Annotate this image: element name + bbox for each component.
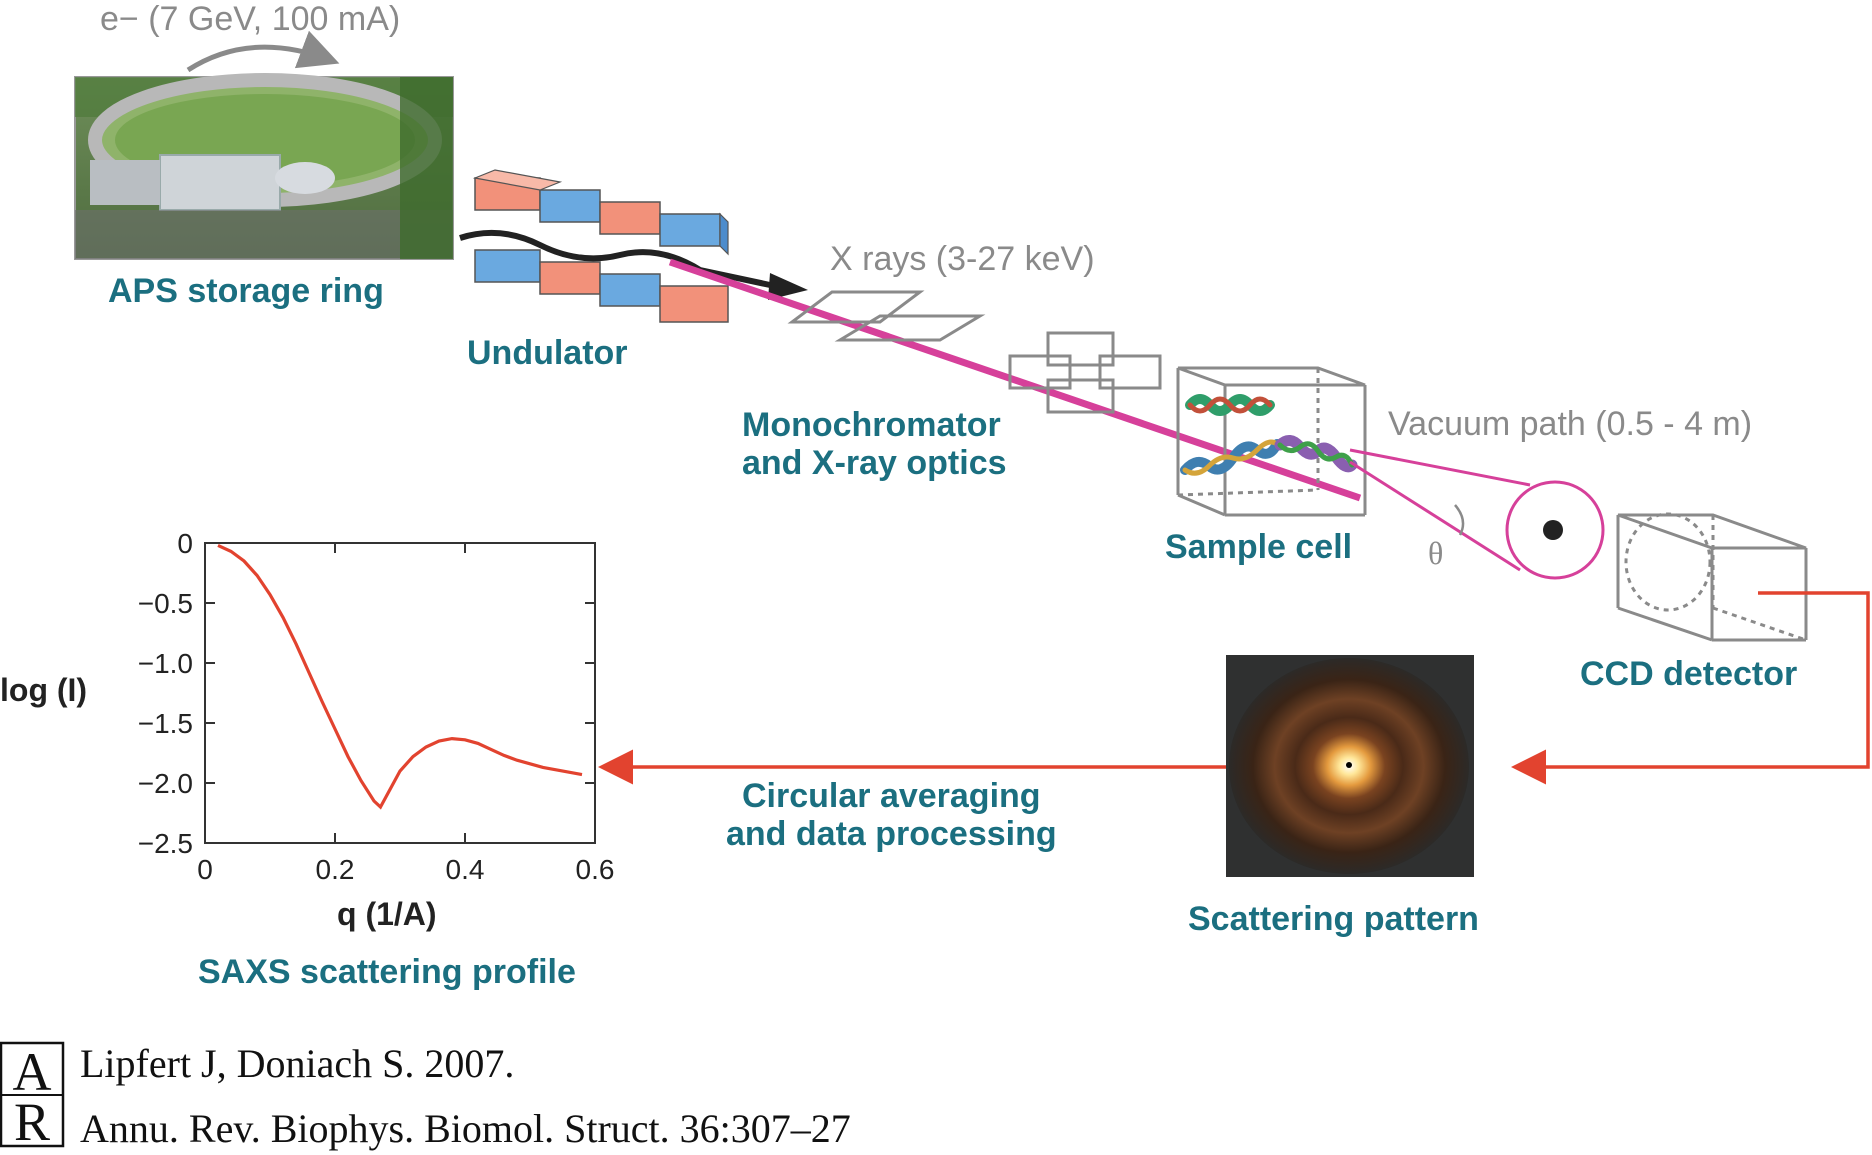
theta-label: θ (1428, 535, 1444, 571)
annual-reviews-logo: A R (0, 1041, 65, 1152)
ccd-detector-label: CCD detector (1580, 655, 1798, 693)
direct-beam-spot (1543, 520, 1563, 540)
scattering-pattern-label: Scattering pattern (1188, 900, 1479, 938)
storage-ring-label: APS storage ring (108, 272, 384, 310)
y-tick-label: −2.0 (138, 768, 193, 799)
axis-ticks (204, 542, 596, 844)
vacuum-path-label: Vacuum path (0.5 - 4 m) (1388, 405, 1753, 443)
svg-text:A: A (13, 1042, 52, 1102)
storage-ring-photo (74, 73, 454, 260)
saxs-curve (217, 543, 583, 810)
x-tick-label: 0 (197, 854, 213, 885)
y-tick-labels: 0 −0.5 −1.0 −1.5 −2.0 −2.5 (138, 528, 193, 859)
plot-frame (204, 542, 596, 844)
y-tick-label: 0 (177, 528, 193, 559)
scattering-pattern-image (1226, 655, 1474, 877)
y-axis-label: log (I) (0, 672, 88, 708)
undulator-bottom-row (474, 249, 729, 323)
scattering-cone (1349, 448, 1605, 580)
xray-label: X rays (3-27 keV) (830, 240, 1095, 278)
x-tick-label: 0.2 (316, 854, 355, 885)
sample-cell-label: Sample cell (1165, 528, 1353, 566)
data-flow-arrow-ccd (1511, 591, 1870, 785)
y-tick-label: −1.0 (138, 648, 193, 679)
monochromator-label-2: and X-ray optics (742, 444, 1007, 482)
sample-cell-cube (1176, 366, 1367, 517)
mirror-optics (787, 290, 986, 342)
citation-line-2: Annu. Rev. Biophys. Biomol. Struct. 36:3… (80, 1106, 851, 1151)
citation-line-1: Lipfert J, Doniach S. 2007. (80, 1041, 515, 1086)
undulator-label: Undulator (467, 334, 628, 372)
monochromator-label-1: Monochromator (742, 406, 1001, 444)
x-tick-label: 0.6 (576, 854, 615, 885)
undulator-magnets (459, 169, 808, 323)
ccd-detector-cube (1616, 512, 1808, 642)
profile-title: SAXS scattering profile (198, 953, 576, 991)
monochromator (1008, 331, 1162, 414)
electron-direction-arrow (186, 30, 340, 73)
y-tick-label: −1.5 (138, 708, 193, 739)
x-tick-label: 0.4 (446, 854, 485, 885)
y-tick-label: −2.5 (138, 828, 193, 859)
x-axis-label: q (1/A) (337, 896, 437, 932)
y-tick-label: −0.5 (138, 588, 193, 619)
undulator-top-row (472, 169, 729, 256)
processing-label-1: Circular averaging (742, 777, 1041, 815)
saxs-profile-chart: 0 0.2 0.4 0.6 0 −0.5 −1.0 −1.5 −2.0 −2.5 (138, 528, 615, 885)
electron-beam-label: e− (7 GeV, 100 mA) (100, 0, 401, 38)
processing-label-2: and data processing (726, 815, 1057, 853)
svg-text:R: R (14, 1092, 50, 1152)
molecules-icon (1180, 394, 1358, 476)
x-tick-labels: 0 0.2 0.4 0.6 (197, 854, 614, 885)
